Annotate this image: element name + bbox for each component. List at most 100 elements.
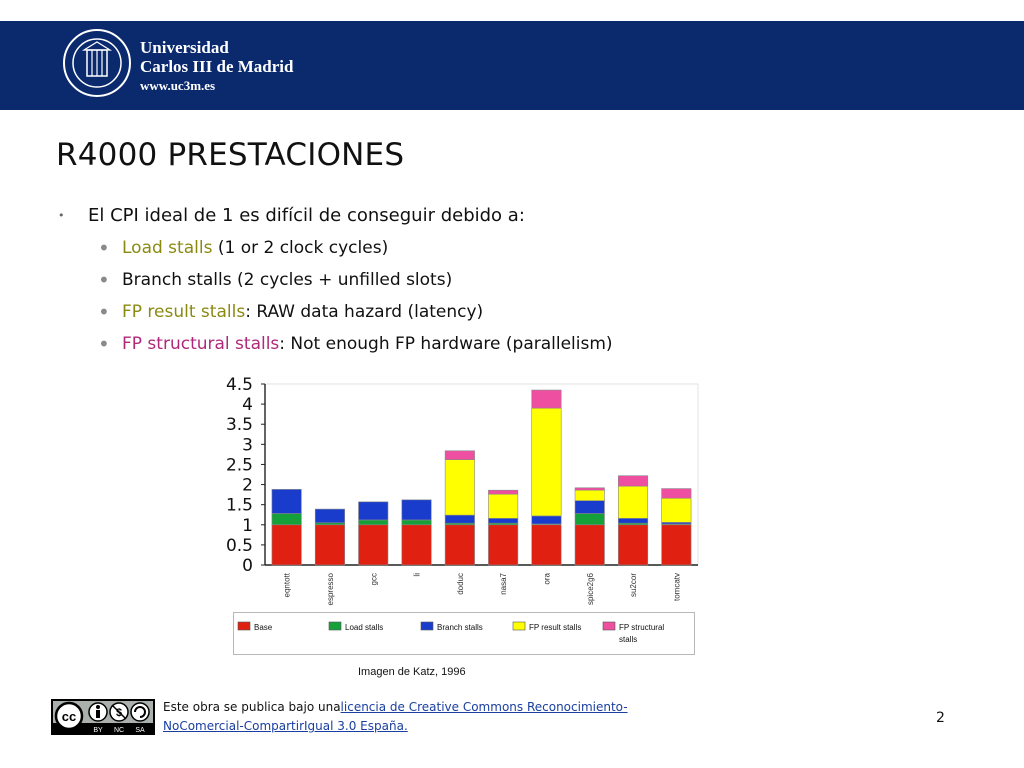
bar-fp-result-stalls-ora [531, 407, 562, 517]
x-tick-label: eqntott [283, 572, 292, 597]
bar-base-nasa7 [488, 524, 519, 566]
bar-base-spice2g6 [574, 524, 605, 566]
sub-bullet-text: Branch stalls (2 cycles + unfilled slots… [122, 270, 453, 290]
main-bullet: • El CPI ideal de 1 es difícil de conseg… [58, 205, 613, 226]
bar-fp-result-stalls-doduc [444, 459, 475, 516]
bar-branch-stalls-gcc [358, 501, 389, 521]
license-notice: Este obra se publica bajo unalicencia de… [163, 698, 683, 736]
bar-fp-result-stalls-tomcatv [661, 497, 692, 523]
bullet-dot-icon: • [98, 332, 110, 356]
y-tick-label: 3.5 [226, 415, 253, 435]
bar-fp-structural-stalls-su2cor [618, 475, 649, 487]
bar-load-stalls-eqntott [271, 513, 302, 526]
university-seal-icon [63, 29, 131, 97]
bar-branch-stalls-ora [531, 515, 562, 525]
university-name: Universidad Carlos III de Madrid [140, 38, 293, 76]
sub-bullet-text: : Not enough FP hardware (parallelism) [279, 334, 613, 354]
legend-label: FP structural stalls [619, 623, 664, 644]
sub-bullet-branch-stalls: • Branch stalls (2 cycles + unfilled slo… [98, 264, 613, 296]
sub-bullet-text: (1 or 2 clock cycles) [212, 238, 389, 258]
bullet-dot-icon: • [98, 300, 110, 324]
bar-branch-stalls-doduc [444, 514, 475, 524]
y-tick-label: 1 [242, 516, 253, 536]
bullet-dot-icon: • [98, 268, 110, 292]
sub-bullet-text: : RAW data hazard (latency) [245, 302, 484, 322]
legend-swatch [602, 621, 616, 631]
cc-by-label: BY [93, 727, 103, 734]
y-tick-label: 1.5 [226, 496, 253, 516]
license-link[interactable]: licencia de Creative Commons Reconocimie… [163, 700, 628, 733]
sub-bullet-highlight: Load stalls [122, 238, 213, 258]
bar-load-stalls-spice2g6 [574, 513, 605, 526]
bar-load-stalls-li [401, 519, 432, 526]
bar-fp-structural-stalls-spice2g6 [574, 487, 605, 491]
y-tick-label: 2 [242, 476, 253, 496]
y-tick-label: 0 [242, 556, 253, 576]
slide-title: R4000 PRESTACIONES [56, 137, 405, 173]
header-banner [0, 21, 1024, 110]
chart-legend: Base Load stalls Branch stalls FP result st… [233, 612, 695, 655]
sub-bullet-fp-structural-stalls: • FP structural stalls: Not enough FP ha… [98, 328, 613, 360]
university-url: www.uc3m.es [140, 78, 216, 93]
chart-caption: Imagen de Katz, 1996 [358, 666, 466, 678]
bar-base-tomcatv [661, 524, 692, 566]
sub-bullet-list: • Load stalls (1 or 2 clock cycles) • Br… [98, 232, 613, 360]
bar-load-stalls-gcc [358, 519, 389, 526]
creative-commons-badge-icon[interactable]: cc $ BY NC SA [51, 699, 155, 735]
x-tick-label: tomcatv [672, 573, 681, 601]
legend-label: FP result stalls [529, 623, 581, 632]
y-tick-label: 3 [242, 435, 253, 455]
bar-fp-result-stalls-nasa7 [488, 493, 519, 519]
bar-fp-structural-stalls-doduc [444, 450, 475, 460]
bullet-dot-icon: • [98, 236, 110, 260]
x-tick-label: gcc [369, 573, 378, 585]
bar-branch-stalls-li [401, 499, 432, 521]
bar-branch-stalls-nasa7 [488, 518, 519, 524]
bullet-list: • El CPI ideal de 1 es difícil de conseg… [58, 205, 613, 360]
x-tick-label: espresso [326, 572, 335, 605]
legend-swatch [512, 621, 526, 631]
x-tick-label: su2cor [629, 573, 638, 597]
bar-base-gcc [358, 524, 389, 566]
legend-swatch [328, 621, 342, 631]
x-tick-label: nasa7 [499, 572, 508, 594]
x-tick-label: spice2g6 [586, 572, 595, 605]
sub-bullet-highlight: FP result stalls [122, 302, 246, 322]
bar-base-eqntott [271, 524, 302, 566]
sub-bullet-load-stalls: • Load stalls (1 or 2 clock cycles) [98, 232, 613, 264]
license-link-line1: licencia de Creative Commons Reconocimie… [340, 700, 628, 714]
cpi-stacked-bar-chart: 00.511.522.533.544.5 eqntott espresso gcc li… [226, 375, 699, 605]
sub-bullet-fp-result-stalls: • FP result stalls: RAW data hazard (lat… [98, 296, 613, 328]
bar-branch-stalls-espresso [314, 508, 345, 524]
legend-label: Branch stalls [437, 623, 483, 632]
legend-swatch [420, 621, 434, 631]
main-bullet-text: El CPI ideal de 1 es difícil de consegui… [88, 205, 525, 226]
y-tick-label: 4.5 [226, 375, 253, 395]
y-tick-label: 2.5 [226, 455, 253, 475]
y-tick-label: 0.5 [226, 536, 253, 556]
cc-sa-label: SA [135, 727, 145, 734]
x-tick-label: ora [542, 572, 551, 584]
legend-label: Load stalls [345, 623, 383, 632]
university-name-line1: Universidad [140, 38, 229, 57]
license-link-line2: NoComercial-CompartirIgual 3.0 España. [163, 719, 408, 733]
bar-base-su2cor [618, 524, 649, 566]
bar-fp-structural-stalls-ora [531, 389, 562, 409]
bar-branch-stalls-eqntott [271, 489, 302, 514]
page-number: 2 [936, 710, 945, 726]
sub-bullet-highlight: FP structural stalls [122, 334, 280, 354]
bar-load-stalls-espresso [314, 522, 345, 526]
cc-nc-label: NC [114, 727, 124, 734]
license-prefix: Este obra se publica bajo una [163, 700, 341, 714]
x-tick-label: doduc [456, 573, 465, 595]
bullet-dot-icon: • [58, 209, 65, 222]
y-tick-label: 4 [242, 395, 253, 415]
bar-fp-structural-stalls-tomcatv [661, 488, 692, 499]
bar-base-li [401, 524, 432, 566]
bar-base-espresso [314, 524, 345, 566]
bar-base-ora [531, 524, 562, 566]
legend-label: Base [254, 623, 273, 632]
bar-base-doduc [444, 524, 475, 566]
x-tick-label: li [413, 573, 422, 577]
bar-branch-stalls-su2cor [618, 518, 649, 524]
